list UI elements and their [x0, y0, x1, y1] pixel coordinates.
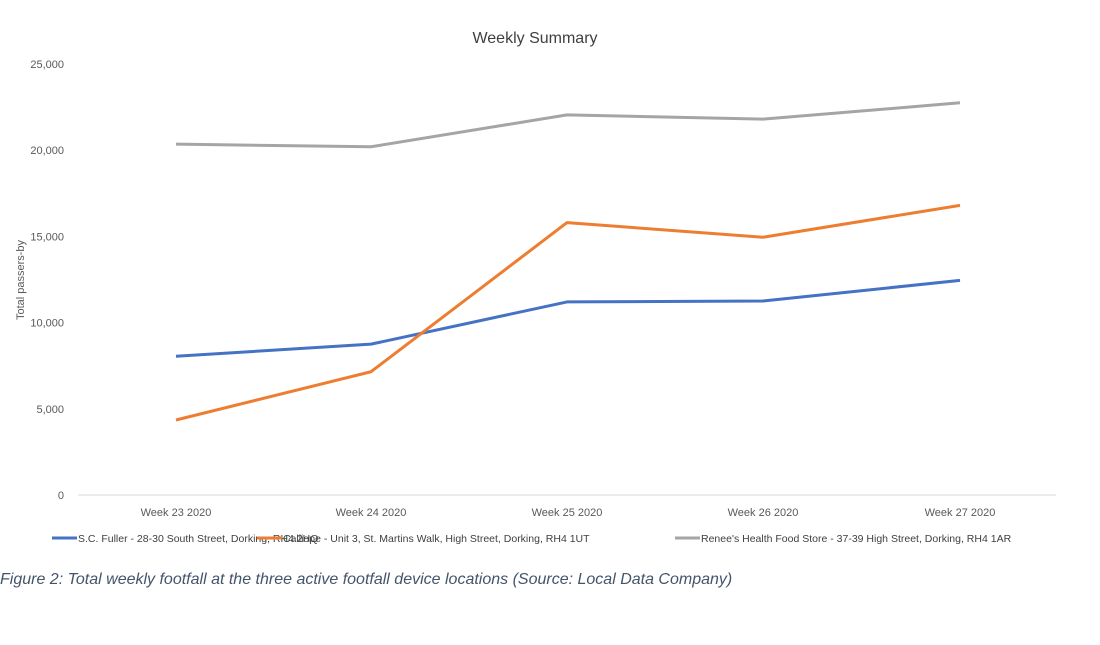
series-line-1 [175, 203, 961, 422]
legend-entry: Calliope - Unit 3, St. Martins Walk, Hig… [283, 533, 590, 545]
y-axis-label: Total passers-by [15, 239, 27, 320]
line-chart: Weekly Summary Total passers-by 0 5,000 10… [15, 30, 1056, 545]
figure-caption: Figure 2: Total weekly footfall at the t… [0, 571, 733, 588]
x-tick-label: Week 27 2020 [925, 507, 996, 519]
legend-entry: S.C. Fuller - 28-30 South Street, Dorkin… [78, 533, 318, 545]
series-line-2 [175, 101, 961, 149]
x-tick-label: Week 23 2020 [141, 507, 212, 519]
x-tick-label: Week 25 2020 [532, 507, 603, 519]
chart-title: Weekly Summary [472, 30, 597, 47]
y-tick-label: 20,000 [30, 145, 64, 157]
y-tick-label: 10,000 [30, 318, 64, 330]
y-tick-label: 25,000 [30, 59, 64, 71]
series-line-0 [175, 278, 961, 358]
y-tick-label: 0 [58, 490, 64, 502]
legend-entry: Renee's Health Food Store - 37-39 High S… [701, 533, 1012, 545]
x-tick-label: Week 26 2020 [728, 507, 799, 519]
x-tick-label: Week 24 2020 [336, 507, 407, 519]
y-tick-label: 15,000 [30, 231, 64, 243]
y-tick-label: 5,000 [36, 404, 64, 416]
